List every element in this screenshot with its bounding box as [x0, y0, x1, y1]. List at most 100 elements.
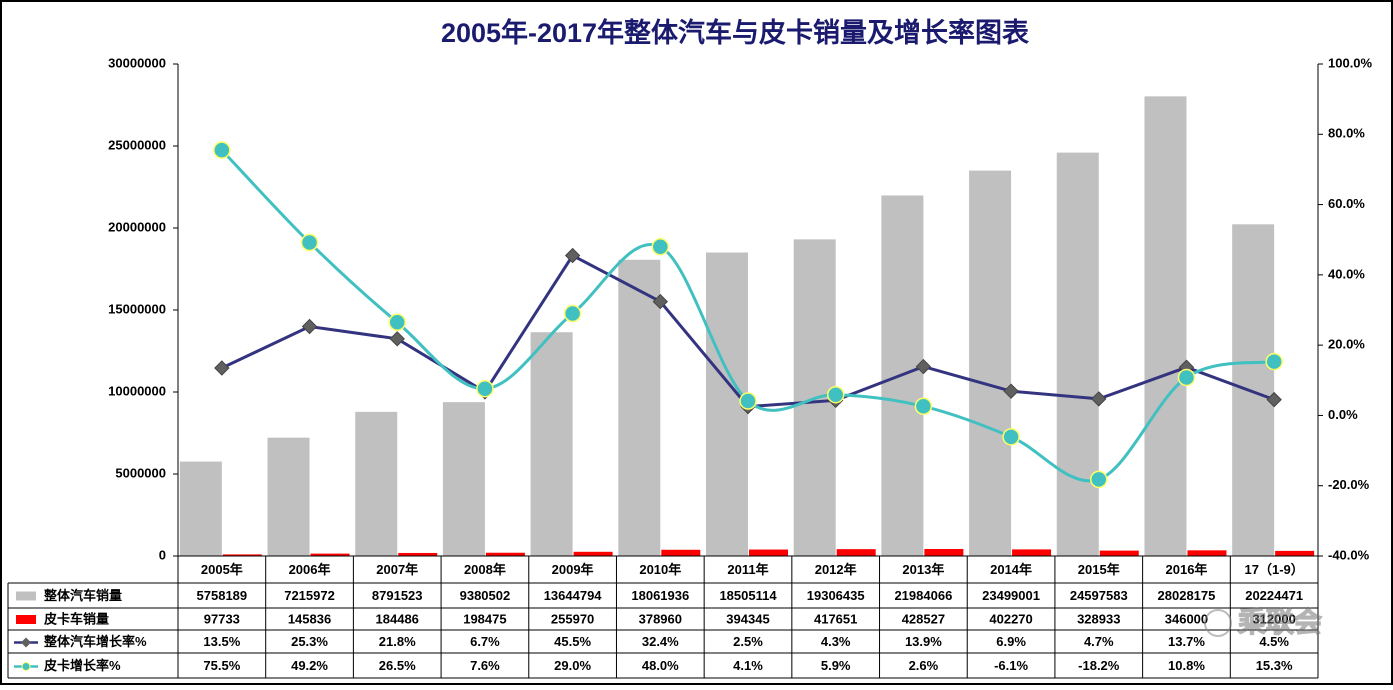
marker: [301, 318, 318, 335]
bar: [398, 552, 438, 556]
marker: [652, 293, 669, 310]
table-cell: 394345: [726, 611, 769, 626]
marker: [564, 247, 581, 264]
table-cell: 6.7%: [470, 634, 500, 649]
table-cell: 29.0%: [554, 658, 591, 673]
bar: [310, 553, 350, 556]
x-tick-label: 2006年: [289, 562, 331, 577]
table-cell: 15.3%: [1256, 658, 1293, 673]
table-cell: 48.0%: [642, 658, 679, 673]
marker: [300, 233, 319, 252]
watermark-text: 乘联会: [1238, 606, 1322, 637]
table-cell: 23499001: [982, 588, 1040, 603]
table-cell: 18061936: [631, 588, 689, 603]
marker: [1090, 470, 1108, 489]
legend-swatch: [16, 591, 36, 601]
marker: [563, 304, 582, 323]
bar: [179, 461, 222, 556]
table-cell: 13.9%: [905, 634, 942, 649]
table-cell: 328933: [1077, 611, 1120, 626]
x-tick-label: 2007年: [376, 562, 418, 577]
marker: [1266, 391, 1282, 408]
marker: [476, 379, 494, 398]
table-cell: 184486: [376, 611, 419, 626]
table-cell: 75.5%: [203, 658, 240, 673]
y2-tick-label: 100.0%: [1328, 55, 1373, 70]
x-tick-label: 2014年: [990, 562, 1032, 577]
x-tick-label: 2010年: [639, 562, 681, 577]
legend-label: 皮卡车销量: [43, 611, 109, 626]
legend-marker: [21, 662, 31, 671]
y2-tick-label: 0.0%: [1328, 407, 1358, 422]
bar: [1099, 550, 1139, 556]
y2-tick-label: 20.0%: [1328, 337, 1365, 352]
y-tick-label: 10000000: [108, 383, 166, 398]
bar: [442, 402, 485, 556]
table-cell: 2.5%: [733, 634, 763, 649]
bar: [1056, 152, 1099, 556]
y2-tick-label: -20.0%: [1328, 477, 1370, 492]
marker: [1002, 428, 1020, 446]
table-cell: 6.9%: [996, 634, 1026, 649]
bar: [749, 549, 788, 556]
marker: [214, 360, 230, 376]
table-cell: 24597583: [1070, 588, 1128, 603]
x-tick-label: 17（1-9）: [1245, 562, 1304, 577]
bar: [222, 554, 262, 556]
bar: [355, 411, 398, 556]
legend-marker: [21, 637, 31, 648]
y-tick-label: 5000000: [115, 465, 166, 480]
table-cell: 312000: [1252, 611, 1295, 626]
table-cell: 378960: [639, 611, 682, 626]
y2-tick-label: 60.0%: [1328, 196, 1365, 211]
table-cell: 20224471: [1245, 588, 1303, 603]
marker: [1265, 352, 1283, 371]
table-cell: 9380502: [460, 588, 511, 603]
table-cell: 26.5%: [379, 658, 416, 673]
bar: [836, 549, 876, 556]
marker: [1003, 383, 1019, 399]
table-cell: 97733: [204, 611, 240, 626]
table-cell: 255970: [551, 611, 594, 626]
table-cell: -6.1%: [994, 658, 1028, 673]
marker: [651, 237, 670, 256]
table-cell: 18505114: [719, 588, 777, 603]
bar: [1232, 224, 1275, 557]
marker: [1177, 368, 1196, 387]
x-tick-label: 2016年: [1166, 562, 1208, 577]
legend-label: 整体汽车增长率%: [43, 634, 147, 649]
bar: [1275, 550, 1315, 556]
marker: [915, 358, 932, 375]
table-cell: 8791523: [372, 588, 423, 603]
watermark: 乘联会: [1204, 606, 1323, 638]
table-cell: 21.8%: [379, 634, 416, 649]
bar: [1187, 550, 1227, 556]
bar: [573, 551, 613, 556]
table-cell: 13644794: [544, 588, 603, 603]
watermark-icon: [1204, 609, 1232, 637]
bar: [485, 552, 525, 556]
table-cell: 4.7%: [1084, 634, 1114, 649]
x-tick-label: 2005年: [201, 562, 243, 577]
table-cell: 13.7%: [1168, 634, 1205, 649]
table-cell: 25.3%: [291, 634, 328, 649]
y-tick-label: 15000000: [108, 301, 166, 316]
table-cell: 49.2%: [291, 658, 328, 673]
x-tick-label: 2015年: [1078, 562, 1120, 577]
marker: [213, 141, 231, 159]
legend-label: 皮卡增长率%: [43, 658, 121, 673]
bar: [661, 549, 701, 556]
bar: [924, 548, 964, 556]
table-cell: 7.6%: [470, 658, 500, 673]
bar: [618, 259, 661, 556]
y-tick-label: 25000000: [108, 137, 166, 152]
y-tick-label: 0: [159, 547, 166, 562]
chart-title: 2005年-2017年整体汽车与皮卡销量及增长率图表: [441, 17, 1029, 48]
bar: [969, 170, 1012, 556]
table-cell: 10.8%: [1168, 658, 1205, 673]
marker: [826, 385, 845, 404]
legend-swatch: [16, 615, 36, 624]
table-cell: 2.6%: [909, 658, 939, 673]
